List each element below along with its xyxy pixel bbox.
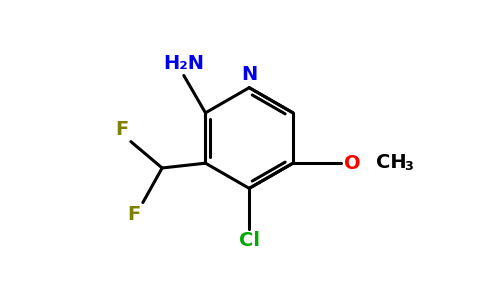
Text: H₂N: H₂N	[163, 54, 204, 73]
Text: F: F	[115, 120, 128, 139]
Text: Cl: Cl	[239, 232, 260, 250]
Text: CH: CH	[376, 153, 407, 172]
Text: F: F	[127, 205, 140, 224]
Text: O: O	[344, 154, 360, 173]
Text: 3: 3	[405, 160, 413, 172]
Text: N: N	[241, 65, 257, 84]
